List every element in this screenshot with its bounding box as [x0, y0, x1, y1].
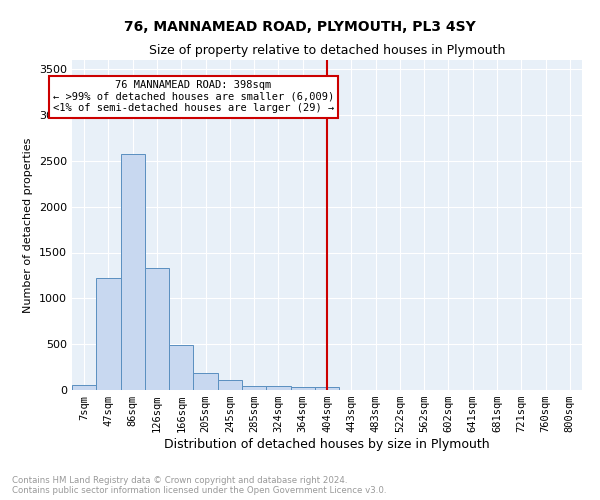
Text: 76, MANNAMEAD ROAD, PLYMOUTH, PL3 4SY: 76, MANNAMEAD ROAD, PLYMOUTH, PL3 4SY [124, 20, 476, 34]
Bar [290, 387, 315, 390]
Bar [315, 387, 339, 390]
Text: Contains HM Land Registry data © Crown copyright and database right 2024.
Contai: Contains HM Land Registry data © Crown c… [12, 476, 386, 495]
Text: 76 MANNAMEAD ROAD: 398sqm
← >99% of detached houses are smaller (6,009)
<1% of s: 76 MANNAMEAD ROAD: 398sqm ← >99% of deta… [53, 80, 334, 114]
Bar [218, 380, 242, 390]
Bar [169, 345, 193, 390]
Bar [121, 154, 145, 390]
Bar [266, 386, 290, 390]
Bar [242, 386, 266, 390]
Title: Size of property relative to detached houses in Plymouth: Size of property relative to detached ho… [149, 44, 505, 58]
X-axis label: Distribution of detached houses by size in Plymouth: Distribution of detached houses by size … [164, 438, 490, 451]
Bar [72, 386, 96, 390]
Bar [145, 268, 169, 390]
Bar [193, 372, 218, 390]
Y-axis label: Number of detached properties: Number of detached properties [23, 138, 34, 312]
Bar [96, 278, 121, 390]
